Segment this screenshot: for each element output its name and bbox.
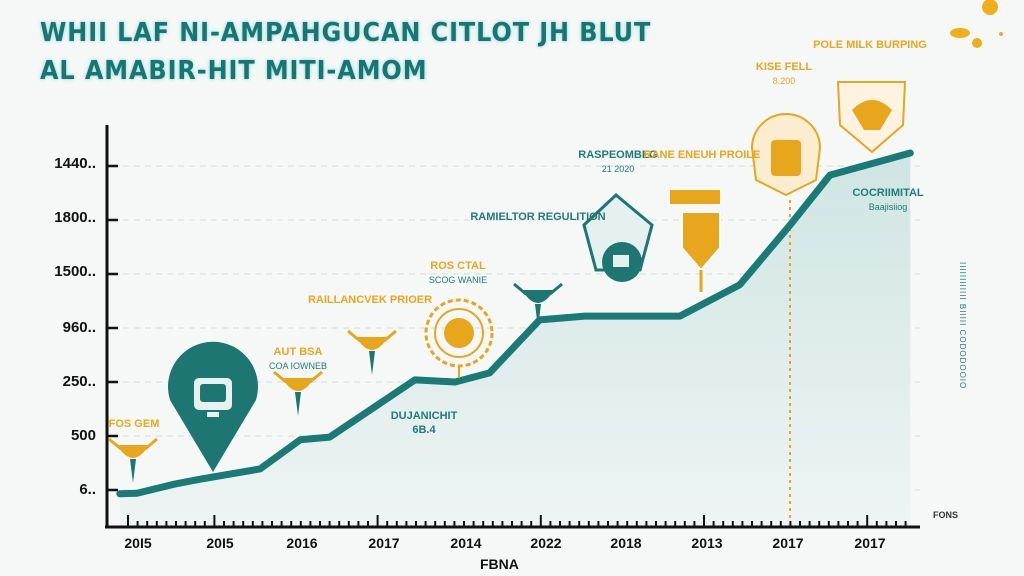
annotation-label: KISE FELL 8.200 [755, 61, 813, 86]
units-label: FONS [933, 510, 959, 520]
annotation-label: RANE ENEUH PROILE [643, 149, 761, 161]
title-line-1: WHII LAF NI-AMPAHGUCAN CITLOT JH BLUT [40, 18, 652, 48]
data-point [538, 318, 541, 321]
data-point [199, 478, 202, 481]
data-point [488, 371, 491, 374]
data-point [173, 483, 176, 486]
x-tick-label: 2016 [286, 535, 318, 551]
annotation-label: DUJANICHIT 6B.4 [390, 410, 458, 436]
x-tick-label: 2018 [610, 535, 642, 551]
data-point [454, 381, 457, 383]
y-tick-label: 1800.. [54, 209, 96, 226]
annotation-label: FOS GEM [108, 418, 160, 430]
splash-dots-icon [950, 0, 1003, 48]
data-point [136, 492, 139, 495]
pin-monitor-icon [168, 341, 258, 472]
cup-icon [836, 81, 907, 154]
funnel-icon [513, 282, 563, 328]
y-tick-label: 1440.. [54, 155, 96, 172]
data-point [414, 378, 416, 381]
funnel-icon [273, 370, 323, 416]
funnel-icon [108, 437, 158, 483]
y-tick-label: 1500.. [54, 263, 96, 280]
data-point [583, 315, 586, 318]
data-point [299, 438, 302, 441]
funnel-icon [347, 329, 397, 375]
x-tick-label: 2017 [772, 535, 804, 551]
annotation-label: POLE MILK BURPING [813, 39, 927, 51]
y-tick-label: 6.. [79, 481, 96, 498]
area-fill [119, 153, 911, 528]
x-tick-label: 20I5 [206, 535, 234, 551]
data-point [738, 283, 741, 286]
side-text: IIIIIIIIIIII BIIIII CODODOOIO [958, 262, 967, 390]
data-point [909, 152, 912, 155]
annotation-label: ROS CTAL SCOG WANIE [428, 260, 488, 285]
annotation-label: AUT BSA COA IOWNEB [268, 346, 328, 371]
data-point [259, 467, 262, 470]
data-point [328, 436, 331, 439]
data-point [788, 224, 791, 227]
x-tick-label: 20I5 [124, 535, 152, 551]
x-axis-label: FBNA [480, 556, 519, 572]
y-tick-label: 500 [70, 427, 96, 444]
annotation-label: RAMIELTOR REGULITION [470, 211, 606, 223]
title-line-2: AL AMABIR-HIT MITI-AMOM [40, 56, 428, 86]
annotation-label: RAILLANCVEK PRIOER [307, 294, 433, 306]
shield-icon [670, 190, 721, 292]
data-point [118, 492, 121, 495]
gear-badge-icon [424, 298, 494, 378]
x-tick-label: 2022 [530, 535, 562, 551]
x-tick-label: 2017 [368, 535, 400, 551]
x-tick-label: 2017 [854, 535, 886, 551]
camera-icon [582, 192, 654, 282]
chart-title: WHII LAF NI-AMPAHGUCAN CITLOT JH BLUT AL… [40, 14, 651, 90]
x-tick-label: 2014 [450, 535, 482, 551]
annotation-label: COCRIIMITAL Baajisiiog [852, 187, 924, 212]
trophy-badge-icon [750, 113, 822, 197]
data-point [828, 174, 831, 177]
x-tick-label: 2013 [691, 535, 723, 551]
data-point [678, 315, 681, 318]
y-tick-label: 960.. [62, 319, 96, 336]
annotation-label: RASPEOMBEG 21 2020 [578, 149, 658, 174]
y-tick-label: 250.. [62, 373, 96, 390]
